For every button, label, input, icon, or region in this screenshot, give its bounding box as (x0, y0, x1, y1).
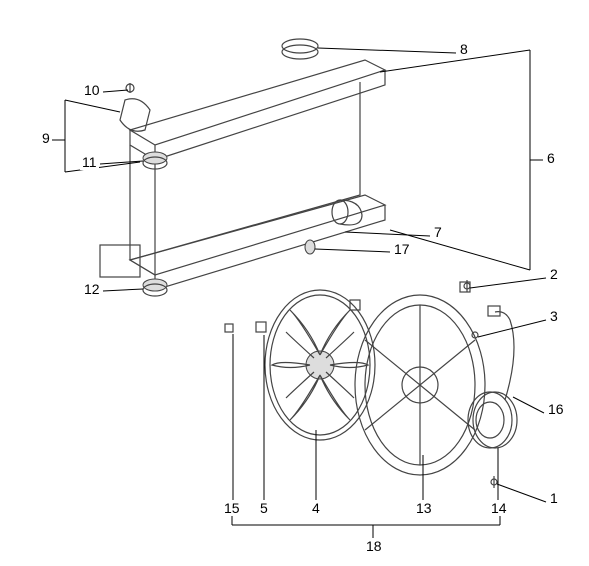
callout-12: 12 (82, 281, 102, 297)
callout-4: 4 (310, 500, 322, 516)
callout-18: 18 (364, 538, 384, 554)
wire-harness (488, 306, 514, 400)
callout-2: 2 (548, 266, 560, 282)
callout-16: 16 (546, 401, 566, 417)
callout-11: 11 (80, 154, 99, 170)
callout-17: 17 (392, 241, 412, 257)
callout-7: 7 (432, 224, 444, 240)
callout-8: 8 (458, 41, 470, 57)
callout-9: 9 (40, 130, 52, 146)
callout-3: 3 (548, 308, 560, 324)
fan-shroud (350, 282, 485, 475)
fasteners (225, 280, 497, 488)
callout-6: 6 (545, 150, 557, 166)
fan-motor (468, 392, 517, 448)
callout-15: 15 (222, 500, 242, 516)
fan-blade (265, 290, 375, 440)
callout-5: 5 (258, 500, 270, 516)
callout-1: 1 (548, 490, 560, 506)
callout-13: 13 (414, 500, 434, 516)
bushing-lower (143, 279, 167, 296)
callout-14: 14 (489, 500, 509, 516)
callout-10: 10 (82, 82, 102, 98)
leader-lines (52, 48, 546, 538)
exploded-parts-diagram: 1 2 3 4 5 6 7 8 9 10 11 12 13 14 15 16 1… (0, 0, 589, 566)
